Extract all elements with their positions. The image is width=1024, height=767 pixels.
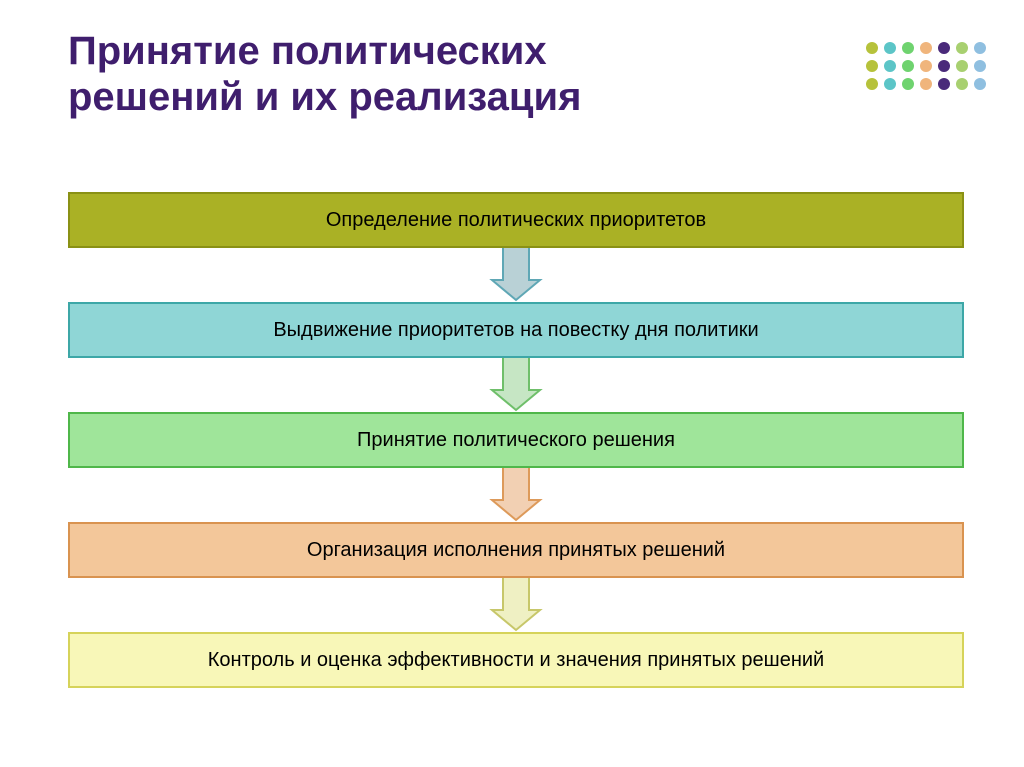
flow-arrow-2 (486, 468, 546, 522)
flow-box-4: Контроль и оценка эффективности и значен… (68, 632, 964, 688)
flow-box-2: Принятие политического решения (68, 412, 964, 468)
flow-arrow-0 (486, 248, 546, 302)
flow-box-3: Организация исполнения принятых решений (68, 522, 964, 578)
title-line-1: Принятие политических (68, 28, 581, 74)
flow-arrow-1 (486, 358, 546, 412)
flow-box-0: Определение политических приоритетов (68, 192, 964, 248)
title-line-2: решений и их реализация (68, 74, 581, 120)
decorative-dots (864, 40, 988, 97)
flow-box-1: Выдвижение приоритетов на повестку дня п… (68, 302, 964, 358)
flow-arrow-3 (486, 578, 546, 632)
page-title: Принятие политических решений и их реали… (68, 28, 581, 120)
flowchart: Определение политических приоритетов Выдв… (68, 192, 964, 688)
